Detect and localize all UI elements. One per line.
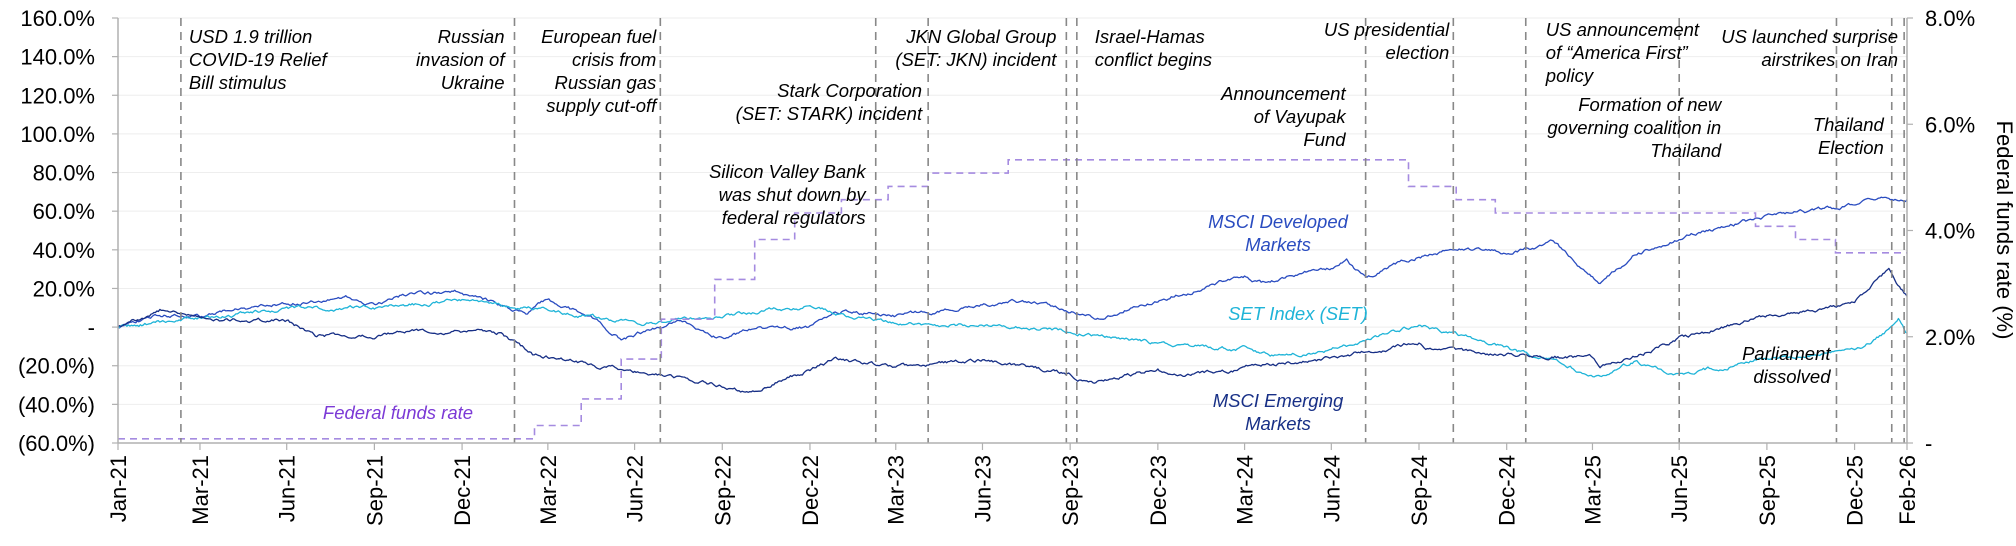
x-tick-label: Sep-22	[710, 455, 735, 526]
series-line-msci-developed-markets	[117, 196, 1908, 341]
event-annotation-line: European fuel	[541, 26, 657, 47]
x-tick-label: Mar-22	[536, 455, 561, 525]
event-annotation-line: Israel-Hamas	[1095, 26, 1205, 47]
event-annotation-line: Fund	[1303, 129, 1346, 150]
x-tick-label: Sep-24	[1407, 455, 1432, 526]
event-annotation-line: crisis from	[572, 49, 656, 70]
event-annotation-line: COVID-19 Relief	[189, 49, 329, 70]
event-annotation-line: Formation of new	[1578, 94, 1723, 115]
left-tick-label: 20.0%	[33, 276, 95, 301]
series-line-set-index-set	[117, 298, 1908, 378]
series-label: MSCI Emerging	[1213, 390, 1344, 411]
event-annotation-line: was shut down by	[719, 184, 868, 205]
event-lines	[180, 18, 1905, 443]
event-annotation-line: (SET: JKN) incident	[895, 49, 1057, 70]
x-tick-label: Mar-23	[884, 455, 909, 525]
event-annotation-line: USD 1.9 trillion	[189, 26, 312, 47]
left-tick-label: (20.0%)	[18, 354, 95, 379]
event-annotation-line: conflict begins	[1095, 49, 1212, 70]
series-line-msci-emerging-markets	[117, 267, 1908, 393]
grid-lines	[118, 17, 1907, 444]
x-tick-label: Dec-25	[1843, 455, 1868, 526]
event-annotation-line: US launched surprise	[1721, 26, 1898, 47]
series-label: Markets	[1245, 234, 1311, 255]
left-tick-label: (40.0%)	[18, 392, 95, 417]
series-label: Markets	[1245, 413, 1311, 434]
series-group	[117, 159, 1908, 440]
event-annotation-line: invasion of	[416, 49, 506, 70]
x-tick-label: Jun-24	[1319, 455, 1344, 522]
left-tick-label: 120.0%	[20, 83, 95, 108]
x-tick-label: Mar-21	[188, 455, 213, 525]
x-tick-label: Jun-22	[623, 455, 648, 522]
x-tick-label: Dec-24	[1495, 455, 1520, 526]
x-tick-label: Jun-25	[1667, 455, 1692, 522]
event-annotation-line: election	[1386, 42, 1450, 63]
event-annotation-line: governing coalition in	[1547, 117, 1721, 138]
event-annotation-line: federal regulators	[722, 207, 866, 228]
x-tick-label: Dec-21	[450, 455, 475, 526]
event-annotation-line: Parliament	[1742, 343, 1831, 364]
right-tick-label: -	[1925, 431, 1932, 456]
event-annotation-line: Bill stimulus	[189, 72, 287, 93]
x-tick-label: Sep-21	[362, 455, 387, 526]
left-tick-label: 140.0%	[20, 45, 95, 70]
right-axis-title: Federal funds rate (%)	[1992, 121, 2016, 340]
right-tick-label: 8.0%	[1925, 6, 1975, 31]
event-annotation-line: (SET: STARK) incident	[736, 103, 923, 124]
event-annotation-line: dissolved	[1753, 366, 1831, 387]
left-tick-label: 80.0%	[33, 161, 95, 186]
event-annotation-line: Silicon Valley Bank	[709, 161, 867, 182]
x-tick-label: Jan-21	[106, 455, 131, 522]
event-annotation-line: Thailand	[1650, 140, 1722, 161]
x-tick-label: Sep-23	[1058, 455, 1083, 526]
x-tick-label: Mar-24	[1233, 455, 1258, 525]
x-tick-label: Feb-26	[1895, 455, 1920, 525]
series-line-federal-funds-rate	[118, 159, 1907, 440]
event-annotation-line: US presidential	[1324, 19, 1450, 40]
series-label: SET Index (SET)	[1228, 303, 1368, 324]
event-annotation-line: supply cut-off	[546, 95, 658, 116]
left-tick-label: 40.0%	[33, 238, 95, 263]
left-tick-label: 160.0%	[20, 6, 95, 31]
event-annotation-line: Stark Corporation	[777, 80, 922, 101]
x-tick-label: Mar-25	[1581, 455, 1606, 525]
left-tick-label: 60.0%	[33, 199, 95, 224]
event-annotation-line: of Vayupak	[1254, 106, 1348, 127]
right-tick-label: 4.0%	[1925, 219, 1975, 244]
right-tick-label: 6.0%	[1925, 112, 1975, 137]
event-annotation-line: JKN Global Group	[905, 26, 1056, 47]
left-tick-label: (60.0%)	[18, 431, 95, 456]
event-annotation-line: policy	[1545, 65, 1595, 86]
x-tick-label: Sep-25	[1755, 455, 1780, 526]
event-annotation-line: Russian gas	[554, 72, 656, 93]
left-tick-label: -	[88, 315, 95, 340]
series-label: MSCI Developed	[1208, 211, 1349, 232]
axes: 160.0% 140.0% 120.0% 100.0% 80.0% 60.0% 40.0% 2…	[18, 6, 2016, 526]
x-tick-label: Dec-23	[1146, 455, 1171, 526]
event-annotation-line: Ukraine	[441, 72, 505, 93]
event-annotation-line: US announcement	[1546, 19, 1700, 40]
event-annotation-line: Russian	[438, 26, 505, 47]
x-tick-label: Dec-22	[798, 455, 823, 526]
series-label: Federal funds rate	[323, 402, 473, 423]
event-annotation-line: Election	[1818, 137, 1884, 158]
left-tick-label: 100.0%	[20, 122, 95, 147]
event-annotation-line: Announcement	[1220, 83, 1346, 104]
event-annotation-line: Thailand	[1813, 114, 1885, 135]
x-tick-label: Jun-23	[971, 455, 996, 522]
x-tick-label: Jun-21	[275, 455, 300, 522]
right-tick-label: 2.0%	[1925, 325, 1975, 350]
event-annotation-line: of “America First”	[1546, 42, 1689, 63]
event-annotation-line: airstrikes on Iran	[1761, 49, 1898, 70]
